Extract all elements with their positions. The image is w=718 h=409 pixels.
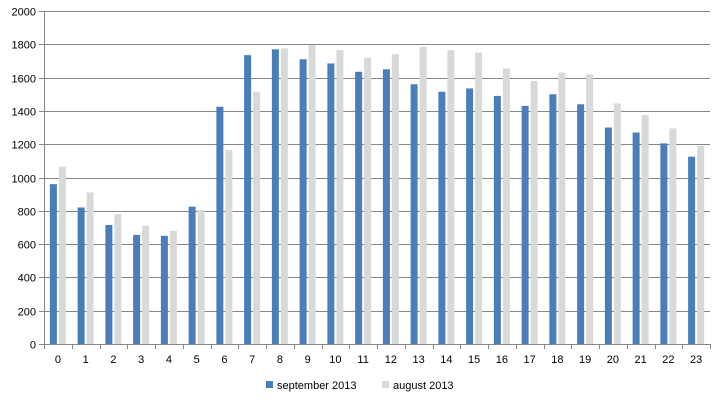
x-tick-label: 23 — [690, 354, 702, 366]
bar-august — [336, 50, 344, 344]
bar-september — [382, 69, 390, 345]
bar-august — [419, 46, 427, 345]
bar-august — [308, 45, 316, 344]
x-tick-label: 20 — [607, 354, 619, 366]
y-tick-label: 1600 — [12, 74, 36, 86]
x-tick-label: 12 — [385, 354, 397, 366]
bar-august — [225, 150, 233, 344]
y-tick-label: 1800 — [12, 40, 36, 52]
bar-september — [160, 235, 168, 344]
x-tick-label: 3 — [138, 354, 144, 366]
bar-august — [447, 50, 455, 344]
bar-september — [577, 104, 585, 345]
bar-august — [502, 68, 510, 344]
legend-swatch-august — [382, 381, 389, 388]
x-tick-label: 10 — [329, 354, 341, 366]
bar-september — [632, 132, 640, 344]
x-tick-label: 9 — [305, 354, 311, 366]
bar-august — [197, 209, 205, 344]
legend-label-september: september 2013 — [277, 380, 357, 392]
x-tick-label: 7 — [249, 354, 255, 366]
x-tick-label: 0 — [55, 354, 61, 366]
bar-september — [493, 95, 501, 344]
x-tick-label: 8 — [277, 354, 283, 366]
x-tick-label: 6 — [221, 354, 227, 366]
x-tick-label: 15 — [468, 354, 480, 366]
bar-august — [280, 48, 288, 345]
bar-august — [641, 115, 649, 344]
bar-september — [549, 94, 557, 344]
bar-august — [253, 91, 261, 344]
y-tick-label: 800 — [18, 207, 36, 219]
x-tick-label: 17 — [524, 354, 536, 366]
bar-september — [688, 156, 696, 344]
y-tick-label: 1400 — [12, 107, 36, 119]
bar-september — [660, 143, 668, 344]
bar-september — [466, 88, 474, 344]
bar-august — [669, 128, 677, 344]
bar-august — [613, 103, 621, 344]
bar-september — [355, 71, 363, 345]
y-tick-label: 200 — [18, 307, 36, 319]
bar-august — [86, 192, 94, 344]
bar-september — [521, 105, 529, 344]
x-tick-label: 11 — [357, 354, 368, 366]
x-tick-label: 1 — [83, 354, 89, 366]
bars — [49, 45, 705, 345]
y-tick-labels: 0 200 400 600 800 1000 1200 1400 1600 1800 2000 — [12, 7, 36, 352]
y-tick-label: 1000 — [12, 174, 36, 186]
x-tick-label: 14 — [440, 354, 452, 366]
bar-august — [142, 225, 150, 344]
x-tick-labels: 0 1 2 3 4 5 6 7 8 9 10 11 12 13 14 15 16 17 18 19 20 21 22 23 — [55, 354, 702, 366]
legend-swatch-september — [266, 381, 273, 388]
legend-label-august: august 2013 — [393, 380, 454, 392]
bar-september — [77, 207, 85, 344]
bar-september — [299, 59, 307, 344]
y-tick-label: 0 — [30, 340, 36, 352]
x-tick-label: 22 — [662, 354, 674, 366]
bar-september — [244, 55, 252, 345]
bar-september — [188, 206, 196, 344]
bar-august — [586, 74, 594, 345]
x-tick-label: 2 — [110, 354, 116, 366]
bar-september — [438, 91, 446, 344]
x-tick-label: 19 — [579, 354, 591, 366]
bar-august — [364, 57, 372, 345]
x-tick-label: 18 — [551, 354, 563, 366]
bar-august — [558, 72, 566, 344]
gridlines — [39, 11, 710, 345]
bar-september — [327, 63, 335, 344]
bar-september — [216, 106, 224, 344]
bar-september — [133, 234, 141, 344]
x-tick-label: 4 — [166, 354, 172, 366]
bar-august — [697, 145, 705, 344]
bar-august — [58, 166, 66, 344]
y-tick-label: 600 — [18, 240, 36, 252]
bar-september — [604, 127, 612, 344]
bar-august — [530, 80, 538, 345]
y-tick-label: 400 — [18, 273, 36, 285]
bar-august — [169, 230, 177, 344]
x-tick-label: 5 — [194, 354, 200, 366]
x-tick-label: 13 — [413, 354, 425, 366]
axes — [44, 11, 711, 349]
bar-september — [105, 224, 113, 344]
x-tick-label: 16 — [496, 354, 508, 366]
x-tick-label: 21 — [635, 354, 647, 366]
bar-september — [410, 84, 418, 344]
bar-august — [114, 214, 122, 344]
bar-august — [391, 54, 399, 344]
bar-august — [475, 52, 483, 344]
y-tick-label: 1200 — [12, 140, 36, 152]
bar-september — [49, 184, 57, 344]
legend: september 2013 august 2013 — [266, 380, 454, 392]
y-tick-label: 2000 — [12, 7, 36, 19]
bar-september — [271, 49, 279, 345]
